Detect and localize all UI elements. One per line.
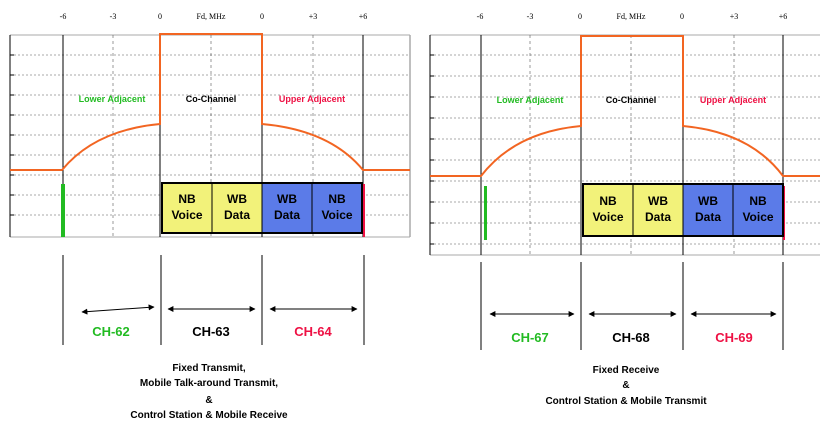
tick-label-plus6: +6 [359, 12, 368, 21]
wb-data-box [632, 183, 684, 237]
tick-label-zero: 0 [260, 12, 264, 21]
spectral-mask-curve [430, 35, 820, 177]
box-label-bottom: Data [695, 210, 721, 224]
service-boxes: NB Voice WB Data WB Data NB Voice [161, 182, 363, 234]
box-label-top: NB [749, 194, 767, 208]
box-label-top: NB [328, 192, 346, 206]
tick-label-zero: 0 [680, 12, 684, 21]
upper-adjacent-label: Upper Adjacent [700, 95, 766, 105]
box-label-top: WB [698, 194, 718, 208]
channel-label-lower: CH-62 [92, 324, 130, 339]
channel-label-upper: CH-64 [294, 324, 332, 339]
box-label-top: WB [227, 192, 247, 206]
channel-label-co: CH-68 [612, 330, 650, 345]
tick-label-minus6: -6 [60, 12, 67, 21]
caption-line: Mobile Talk-around Transmit, [140, 378, 278, 389]
box-label-bottom: Data [274, 208, 300, 222]
caption-line: Fixed Receive [593, 365, 660, 376]
channel-label-lower: CH-67 [511, 330, 549, 345]
box-label-top: WB [648, 194, 668, 208]
co-channel-label: Co-Channel [186, 94, 237, 104]
co-channel-label: Co-Channel [606, 95, 657, 105]
caption-line: Control Station & Mobile Transmit [545, 396, 707, 407]
channel-spans [480, 262, 784, 350]
tick-label-plus3: +3 [309, 12, 318, 21]
panel-right: -6 -3 0 Fd, MHz 0 +3 +6 [429, 12, 820, 407]
upper-adjacent-label: Upper Adjacent [279, 94, 345, 104]
caption-line: Fixed Transmit, [172, 363, 246, 374]
span-arrow [81, 304, 155, 315]
service-boxes: NB Voice WB Data WB Data NB Voice [582, 183, 784, 237]
box-label-bottom: Voice [171, 208, 202, 222]
lower-adjacent-label: Lower Adjacent [79, 94, 146, 104]
tick-label-plus6: +6 [779, 12, 788, 21]
axis-label: Fd, MHz [197, 12, 226, 21]
nb-voice-box [311, 182, 363, 234]
box-label-top: NB [599, 194, 617, 208]
caption-line: & [205, 395, 212, 406]
box-label-bottom: Voice [592, 210, 623, 224]
upper-edge-marker [363, 184, 365, 237]
lower-edge-marker [61, 184, 65, 237]
tick-label-zero: 0 [158, 12, 162, 21]
channel-spans [62, 255, 365, 345]
channel-label-upper: CH-69 [715, 330, 753, 345]
axis-label: Fd, MHz [617, 12, 646, 21]
box-label-top: WB [277, 192, 297, 206]
box-label-bottom: Data [645, 210, 671, 224]
tick-label-minus3: -3 [527, 12, 534, 21]
lower-adjacent-label: Lower Adjacent [497, 95, 564, 105]
tick-label-minus6: -6 [477, 12, 484, 21]
tick-label-minus3: -3 [110, 12, 117, 21]
lower-edge-marker [484, 186, 487, 240]
spectral-mask-curve [10, 33, 410, 171]
caption-line: Control Station & Mobile Receive [130, 410, 288, 421]
tick-label-zero: 0 [578, 12, 582, 21]
panel-left: -6 -3 0 Fd, MHz 0 +3 +6 [9, 12, 411, 421]
box-label-bottom: Data [224, 208, 250, 222]
box-label-top: NB [178, 192, 196, 206]
box-label-bottom: Voice [321, 208, 352, 222]
tick-label-plus3: +3 [730, 12, 739, 21]
caption-line: & [622, 380, 629, 391]
box-label-bottom: Voice [742, 210, 773, 224]
nb-voice-box [582, 183, 634, 237]
channel-label-co: CH-63 [192, 324, 230, 339]
